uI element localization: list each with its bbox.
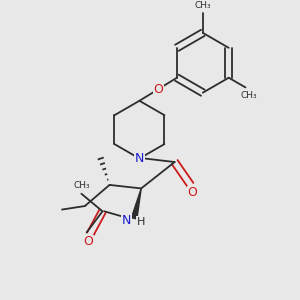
Polygon shape bbox=[131, 188, 141, 219]
Text: CH₃: CH₃ bbox=[241, 91, 257, 100]
Text: N: N bbox=[135, 152, 144, 165]
Text: N: N bbox=[122, 214, 131, 226]
Text: CH₃: CH₃ bbox=[73, 182, 90, 190]
Text: O: O bbox=[187, 186, 197, 199]
Text: O: O bbox=[153, 83, 163, 96]
Text: O: O bbox=[83, 236, 93, 248]
Text: H: H bbox=[137, 217, 146, 227]
Text: CH₃: CH₃ bbox=[194, 1, 211, 10]
